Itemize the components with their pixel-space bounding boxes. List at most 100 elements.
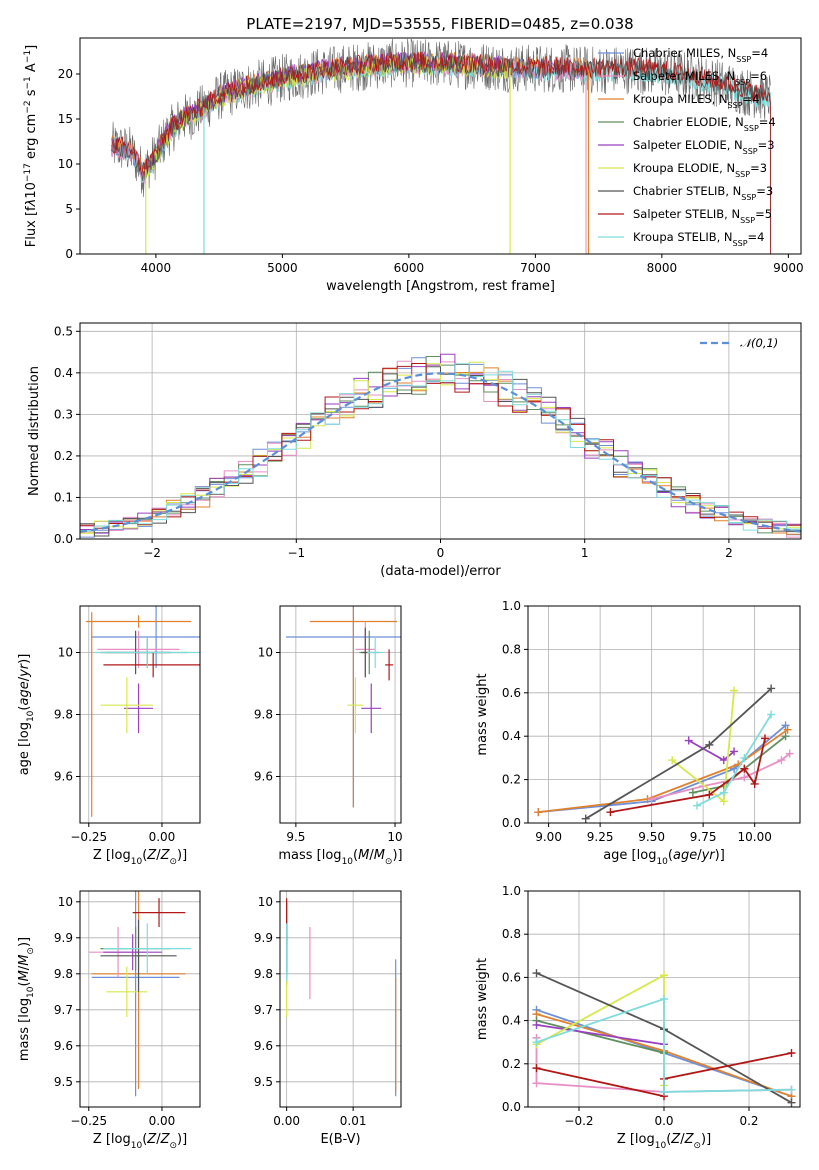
x-tick-label: 10.00 <box>737 830 771 844</box>
legend-entry: Kroupa STELIB, NSSP=4 <box>633 230 764 248</box>
plus-marker <box>787 1085 796 1094</box>
plus-marker <box>719 756 728 765</box>
mass_vs_Z-frame <box>79 890 201 1108</box>
y-tick-label: 0.4 <box>502 729 521 743</box>
series-line-kroupa-stelib <box>696 714 772 807</box>
y-tick-label: 9.8 <box>54 708 73 722</box>
plus-marker <box>532 1038 541 1047</box>
residuals-axes: −2 −1 0 1 2 0.0 0.1 0.2 0.3 0.4 0.5 <box>54 323 801 560</box>
x-tick-label: −2 <box>143 546 161 560</box>
age_vs_Z-ylabel: age [log10(age/yr)] <box>17 654 36 776</box>
plus-marker <box>534 808 543 817</box>
mass-vs-Z-points <box>88 891 192 1097</box>
y-tick-label: 0.4 <box>502 1014 521 1028</box>
mass_weight_vs_Z-frame <box>527 890 801 1108</box>
spectrum-legend: Chabrier MILES, NSSP=4 Salpeter MILES, NS… <box>598 46 776 248</box>
y-tick-label: 9.5 <box>254 1075 273 1089</box>
x-tick-label: 6000 <box>394 261 425 275</box>
residual-histograms <box>80 353 801 539</box>
y-tick-label: 9.7 <box>54 1003 73 1017</box>
y-tick-label: 0.0 <box>502 1100 521 1114</box>
mass-vs-EBV-axes: 0.00 0.01 9.5 9.6 9.7 9.8 9.9 10 <box>254 891 401 1128</box>
x-tick-label: −0.2 <box>564 1114 593 1128</box>
normal-reference-curve <box>80 372 801 533</box>
y-tick-label: 9.8 <box>54 967 73 981</box>
y-tick-label: 9.8 <box>254 967 273 981</box>
spectrum-axes: 4000 5000 6000 7000 8000 9000 0 5 10 15 20 <box>58 67 804 275</box>
y-tick-label: 0.2 <box>502 1057 521 1071</box>
y-tick-label: 5 <box>65 202 73 216</box>
plus-marker <box>719 797 728 806</box>
x-tick-label: 8000 <box>647 261 678 275</box>
plus-marker <box>719 788 728 797</box>
age-vs-mass-axes: 9.5 10 9.6 9.8 10 <box>254 606 403 844</box>
y-tick-label: 20 <box>58 67 73 81</box>
x-tick-label: 0.00 <box>149 830 176 844</box>
y-tick-label: 9.6 <box>254 1039 273 1053</box>
x-tick-label: 9000 <box>773 261 804 275</box>
mass_weight_vs_age-ylabel: mass weight <box>475 673 490 755</box>
spectrum-frame <box>79 37 802 255</box>
y-tick-label: 9.9 <box>254 931 273 945</box>
x-tick-label: −0.25 <box>70 1114 107 1128</box>
spectrum-lines <box>110 38 772 254</box>
x-tick-label: 9.75 <box>690 830 717 844</box>
x-tick-label: 0 <box>437 546 445 560</box>
y-tick-label: 1.0 <box>502 599 521 613</box>
plus-marker <box>532 1064 541 1073</box>
mass-weight-vs-age-axes: 9.00 9.25 9.50 9.75 10.00 0.0 0.2 0.4 0.6 0.8 1.0 <box>502 599 800 844</box>
series-line-salpeter-elodie <box>536 1024 665 1046</box>
spectrum-ylabel: Flux [fλ10−17 erg cm−2 s−1 A−1] <box>23 45 39 247</box>
plus-marker <box>760 734 769 743</box>
plus-marker <box>781 721 790 730</box>
mass_vs_EBV-xlabel: E(B-V) <box>320 1132 360 1147</box>
y-tick-label: 10 <box>58 157 73 171</box>
legend-entry: Chabrier STELIB, NSSP=3 <box>633 184 773 202</box>
x-tick-label: 9.00 <box>535 830 562 844</box>
mass_weight_vs_age-frame <box>527 605 801 824</box>
mass_vs_Z-ylabel: mass [log10(M/M⊙)] <box>17 937 36 1061</box>
plus-marker <box>606 808 615 817</box>
plus-marker <box>581 814 590 823</box>
y-tick-label: 1.0 <box>502 884 521 898</box>
x-tick-label: 9.25 <box>587 830 614 844</box>
legend-entry: Chabrier MILES, NSSP=4 <box>633 46 768 64</box>
x-tick-label: 0.00 <box>273 1114 300 1128</box>
x-tick-label: 5000 <box>267 261 298 275</box>
x-tick-label: 0.01 <box>340 1114 367 1128</box>
y-tick-label: 9.6 <box>54 1039 73 1053</box>
y-tick-label: 0.3 <box>54 407 73 421</box>
x-tick-label: 0.2 <box>739 1114 758 1128</box>
plus-marker <box>688 788 697 797</box>
model-line-salpeter-stelib <box>111 51 771 254</box>
y-tick-label: 9.6 <box>54 770 73 784</box>
y-tick-label: 0.1 <box>54 490 73 504</box>
figure-title: PLATE=2197, MJD=53555, FIBERID=0485, z=0… <box>246 15 633 33</box>
residuals-xlabel: (data-model)/error <box>380 564 501 579</box>
plus-marker <box>730 747 739 756</box>
plus-marker <box>660 1087 668 1096</box>
plus-marker <box>740 753 749 762</box>
x-tick-label: −0.25 <box>70 830 107 844</box>
series-line-kroupa-stelib <box>536 997 792 1093</box>
series-line-kroupa-miles <box>538 728 789 813</box>
y-tick-label: 0.8 <box>502 642 521 656</box>
plus-marker <box>532 1079 541 1088</box>
plus-marker <box>684 736 693 745</box>
model-line-chabrier-stelib <box>111 53 771 254</box>
y-tick-label: 0.0 <box>502 816 521 830</box>
plus-marker <box>767 710 776 719</box>
y-tick-label: 9.9 <box>54 931 73 945</box>
mass_vs_Z-xlabel: Z [log10(Z/Z⊙)] <box>93 1132 187 1151</box>
y-tick-label: 9.8 <box>254 708 273 722</box>
y-tick-label: 0.2 <box>502 773 521 787</box>
age_vs_Z-frame <box>79 605 201 824</box>
mass_weight_vs_Z-ylabel: mass weight <box>475 958 490 1040</box>
y-tick-label: 0.6 <box>502 970 521 984</box>
mass_weight_vs_Z-xlabel: Z [log10(Z/Z⊙)] <box>617 1132 711 1151</box>
legend-entry: Kroupa ELODIE, NSSP=3 <box>633 161 767 179</box>
plus-marker <box>777 756 786 765</box>
model-line-chabrier-elodie <box>142 53 511 254</box>
age-vs-mass-points <box>285 606 401 808</box>
x-tick-label: 9.5 <box>286 830 305 844</box>
